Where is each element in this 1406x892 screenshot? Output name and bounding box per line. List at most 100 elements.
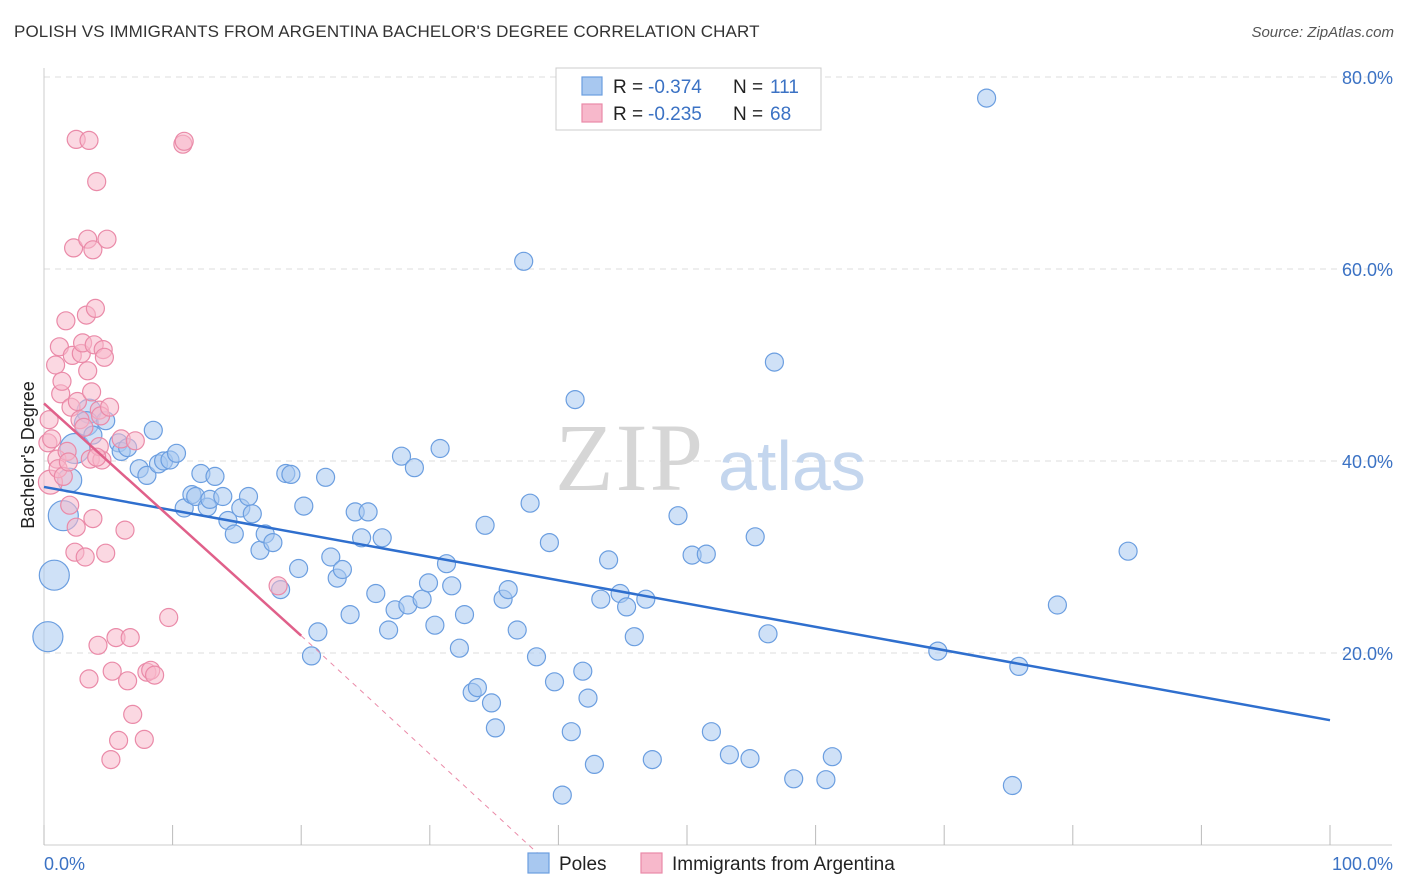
- poles-point-38: [289, 558, 309, 579]
- watermark-atlas: atlas: [718, 427, 866, 505]
- legend-label-poles: Poles: [559, 854, 607, 875]
- argentina-point-25: [75, 547, 95, 567]
- poles-point-66: [467, 677, 487, 698]
- poles-point-93: [696, 544, 716, 564]
- poles-point-69: [485, 718, 505, 738]
- stats-legend: R = -0.374 N = 111 R = -0.235 N = 68: [555, 67, 822, 131]
- argentina-point-43: [96, 543, 116, 563]
- poles-point-61: [436, 554, 457, 574]
- stats-n-value-blue: 111: [770, 77, 799, 98]
- poles-point-14: [143, 420, 163, 440]
- stats-swatch-pink: [581, 103, 603, 123]
- y-tick-label-3: 80.0%: [1342, 68, 1393, 88]
- poles-point-39: [294, 496, 314, 516]
- poles-point-71: [498, 579, 518, 600]
- poles-point-64: [454, 604, 475, 625]
- argentina-point-62: [174, 131, 194, 151]
- chart-source: Source: ZipAtlas.com: [1251, 24, 1394, 41]
- stats-n-label-pink: N =: [733, 104, 763, 125]
- argentina-trendline-extension: [300, 635, 540, 855]
- poles-point-59: [425, 615, 445, 635]
- poles-point-42: [316, 467, 336, 487]
- argentina-point-29: [79, 130, 99, 150]
- poles-point-79: [561, 722, 581, 742]
- argentina-point-18: [66, 517, 86, 537]
- poles-point-101: [816, 770, 836, 790]
- argentina-point-54: [123, 704, 143, 725]
- poles-point-13: [137, 465, 157, 485]
- axes: [43, 68, 1392, 846]
- legend-swatch-argentina: [640, 852, 663, 874]
- poles-point-50: [366, 583, 386, 604]
- argentina-point-11: [56, 311, 76, 331]
- trendlines: [43, 402, 1331, 855]
- x-tick-label-0: 0.0%: [44, 854, 85, 874]
- poles-point-57: [412, 589, 432, 609]
- poles-point-98: [745, 527, 765, 547]
- argentina-point-52: [117, 671, 138, 691]
- stats-n-label-blue: N =: [733, 77, 763, 98]
- poles-point-67: [475, 515, 495, 535]
- stats-r-label-blue: R =: [613, 77, 643, 98]
- watermark-zip: ZIP: [555, 404, 705, 511]
- argentina-point-33: [83, 240, 103, 260]
- poles-point-76: [539, 532, 560, 553]
- stats-r-value-pink: -0.235: [648, 104, 702, 125]
- poles-point-96: [740, 748, 760, 769]
- argentina-point-9: [52, 371, 72, 391]
- poles-point-106: [1009, 656, 1029, 677]
- chart-title: POLISH VS IMMIGRANTS FROM ARGENTINA BACH…: [14, 22, 760, 41]
- argentina-point-37: [88, 635, 108, 655]
- poles-point-74: [520, 493, 540, 513]
- argentina-point-66: [83, 508, 103, 529]
- argentina-point-44: [97, 229, 117, 249]
- poles-point-97: [764, 352, 785, 372]
- poles-point-58: [418, 573, 439, 593]
- poles-point-28: [224, 524, 244, 544]
- poles-point-18: [166, 443, 187, 463]
- poles-point-90: [642, 749, 662, 770]
- poles-point-80: [565, 390, 585, 410]
- poles-point-51: [372, 528, 392, 548]
- gridlines: [44, 76, 1392, 654]
- poles-point-1: [38, 559, 70, 591]
- argentina-point-60: [159, 607, 179, 628]
- poles-point-84: [591, 589, 611, 609]
- poles-point-88: [624, 627, 644, 647]
- argentina-point-67: [87, 447, 107, 467]
- legend-swatch-poles: [527, 852, 550, 874]
- poles-point-49: [358, 502, 378, 522]
- poles-point-85: [598, 550, 619, 570]
- poles-trendline: [43, 485, 1331, 722]
- y-tick-label-2: 60.0%: [1342, 260, 1393, 280]
- poles-point-75: [526, 647, 547, 667]
- poles-point-30: [238, 486, 259, 507]
- poles-point-60: [430, 438, 450, 459]
- argentina-point-64: [60, 495, 80, 515]
- argentina-point-53: [120, 627, 140, 648]
- poles-point-45: [332, 559, 352, 580]
- argentina-point-36: [87, 172, 107, 192]
- argentina-point-16: [63, 238, 84, 258]
- poles-point-107: [1047, 595, 1068, 615]
- poles-point-81: [573, 661, 593, 681]
- argentina-point-3: [42, 429, 62, 449]
- poles-point-77: [544, 672, 565, 692]
- poles-point-99: [758, 624, 778, 644]
- argentina-point-30: [79, 669, 99, 689]
- argentina-points: [37, 129, 288, 770]
- poles-point-40: [301, 646, 322, 666]
- series-legend: Poles Immigrants from Argentina: [527, 852, 895, 875]
- stats-n-value-pink: 68: [770, 104, 791, 125]
- legend-label-argentina: Immigrants from Argentina: [672, 854, 895, 875]
- poles-point-73: [514, 251, 534, 271]
- argentina-point-35: [85, 298, 106, 318]
- poles-point-78: [552, 785, 572, 805]
- poles-point-25: [205, 466, 225, 486]
- poles-point-83: [584, 754, 605, 775]
- poles-point-48: [352, 528, 372, 548]
- argentina-point-42: [94, 347, 115, 367]
- argentina-point-4: [45, 355, 66, 375]
- poles-point-34: [263, 532, 283, 553]
- y-axis-title: Bachelor's Degree: [18, 381, 38, 529]
